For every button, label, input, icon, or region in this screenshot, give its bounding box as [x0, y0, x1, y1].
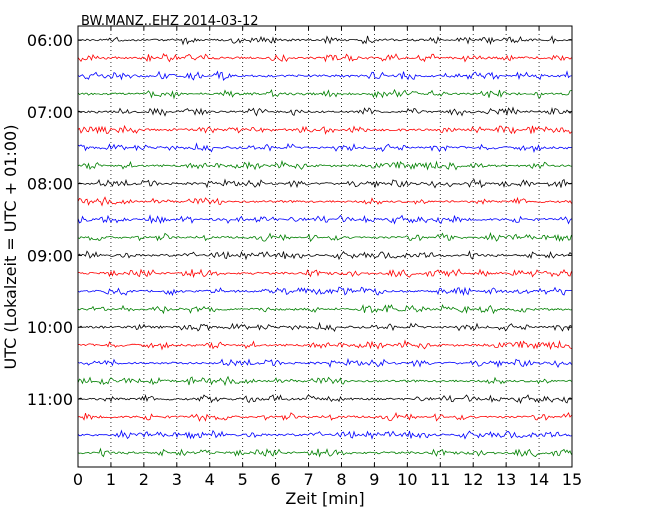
trace-0700: [77, 106, 572, 117]
x-tick-label: 15: [562, 470, 582, 489]
x-tick-label: 5: [238, 470, 248, 489]
grid-lines: [110, 26, 540, 467]
trace-1045: [77, 375, 572, 387]
x-tick-label: 4: [205, 470, 215, 489]
trace-0845: [77, 231, 572, 243]
trace-1000: [77, 321, 572, 332]
y-tick-label: 08:00: [27, 175, 73, 194]
x-axis: 0 1 2 3 4 5 6 7 8 9 10 11 12 13 14 15: [73, 26, 582, 489]
trace-1015: [77, 339, 572, 351]
trace-0800: [77, 178, 572, 189]
y-tick-label: 06:00: [27, 31, 73, 50]
trace-0630: [77, 70, 572, 81]
trace-0615: [77, 53, 572, 63]
trace-0915: [77, 268, 572, 279]
x-tick-label: 10: [397, 470, 417, 489]
y-axis: 06:00 07:00 08:00 09:00 10:00 11:00: [27, 31, 572, 409]
trace-0730: [77, 142, 572, 154]
x-tick-label: 8: [336, 470, 346, 489]
x-tick-label: 7: [303, 470, 313, 489]
x-tick-label: 12: [463, 470, 483, 489]
trace-group: [77, 35, 572, 458]
x-tick-label: 0: [73, 470, 83, 489]
y-tick-label: 11:00: [27, 390, 73, 409]
y-axis-label: UTC (Lokalzeit = UTC + 01:00): [1, 125, 20, 370]
trace-0815: [77, 196, 572, 207]
x-tick-label: 2: [139, 470, 149, 489]
trace-1145: [77, 447, 572, 458]
trace-1100: [77, 394, 572, 405]
y-tick-label: 10:00: [27, 318, 73, 337]
trace-0745: [77, 159, 572, 171]
trace-0945: [77, 304, 572, 315]
trace-0900: [77, 250, 572, 261]
x-tick-label: 13: [496, 470, 516, 489]
trace-1130: [77, 429, 572, 440]
trace-0930: [77, 286, 572, 297]
x-tick-label: 1: [106, 470, 116, 489]
x-tick-label: 9: [369, 470, 379, 489]
x-tick-label: 11: [430, 470, 450, 489]
trace-0645: [77, 88, 572, 100]
plot-frame: [77, 25, 573, 468]
y-tick-label: 07:00: [27, 103, 73, 122]
x-axis-label: Zeit [min]: [285, 489, 364, 508]
y-tick-label: 09:00: [27, 246, 73, 265]
chart-title: BW.MANZ..EHZ 2014-03-12: [81, 14, 259, 29]
x-tick-label: 3: [172, 470, 182, 489]
x-tick-label: 14: [529, 470, 549, 489]
trace-0600: [77, 35, 572, 46]
trace-0715: [77, 124, 572, 135]
trace-1030: [77, 357, 572, 369]
trace-0830: [77, 214, 572, 225]
x-tick-label: 6: [271, 470, 281, 489]
trace-1115: [77, 411, 572, 422]
